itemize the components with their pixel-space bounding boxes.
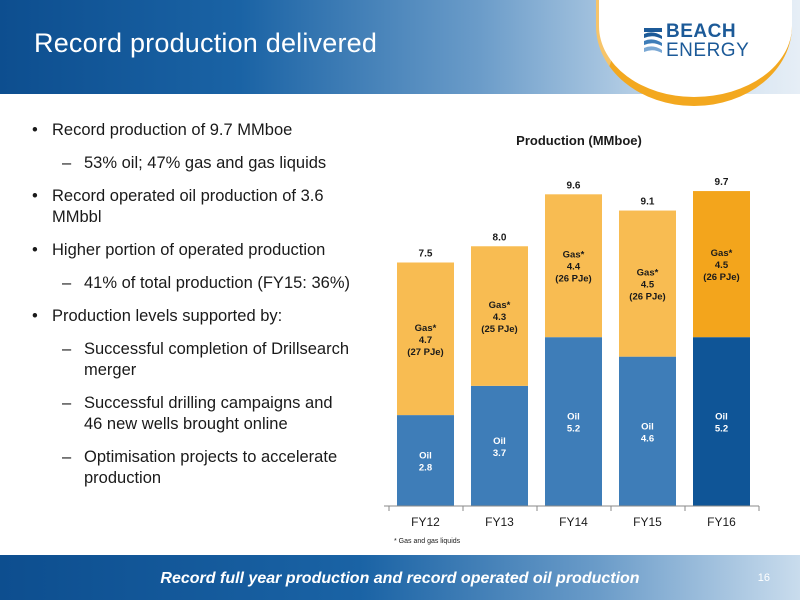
bullet-item: Record operated oil production of 3.6 MM… xyxy=(30,186,370,228)
bullet-item: Record production of 9.7 MMboe xyxy=(30,120,370,141)
sub-bullet-item: 41% of total production (FY15: 36%) xyxy=(30,273,370,294)
page-number: 16 xyxy=(757,572,770,584)
oil-data-label: 5.2 xyxy=(715,424,728,435)
x-tick-label-fy15: FY15 xyxy=(633,515,662,529)
company-logo: BEACH ENERGY xyxy=(642,22,752,62)
oil-data-label: Oil xyxy=(715,412,728,423)
footer-tagline: Record full year production and record o… xyxy=(160,570,640,587)
oil-data-label: Oil xyxy=(419,451,432,462)
gas-data-label: Gas* xyxy=(637,268,659,279)
oil-data-label: Oil xyxy=(641,421,654,432)
total-label-fy12: 7.5 xyxy=(419,248,433,259)
gas-data-label: (26 PJe) xyxy=(703,272,739,283)
bar-oil-fy15 xyxy=(619,356,676,506)
x-tick-label-fy14: FY14 xyxy=(559,515,588,529)
footer-bar: Record full year production and record o… xyxy=(0,555,800,600)
oil-data-label: 4.6 xyxy=(641,433,654,444)
gas-data-label: (27 PJe) xyxy=(407,347,443,358)
bar-oil-fy12 xyxy=(397,415,454,506)
gas-data-label: 4.7 xyxy=(419,335,432,346)
x-tick-label-fy13: FY13 xyxy=(485,515,514,529)
header-bar: Record production delivered BEACH ENERGY xyxy=(0,0,800,106)
total-label-fy16: 9.7 xyxy=(715,177,729,188)
bar-oil-fy14 xyxy=(545,337,602,506)
x-tick-label-fy12: FY12 xyxy=(411,515,440,529)
oil-data-label: Oil xyxy=(567,412,580,423)
chart-footnote: * Gas and gas liquids xyxy=(394,538,461,545)
logo-text-line2: ENERGY xyxy=(666,40,750,61)
logo-text-line1: BEACH xyxy=(666,21,737,42)
bullet-list: Record production of 9.7 MMboe 53% oil; … xyxy=(30,120,370,501)
bullet-item: Higher portion of operated production xyxy=(30,240,370,261)
sub-bullet-item: Optimisation projects to accelerate prod… xyxy=(30,447,370,489)
total-label-fy15: 9.1 xyxy=(641,197,655,208)
gas-data-label: Gas* xyxy=(563,250,585,261)
sub-bullet-item: Successful drilling campaigns and 46 new… xyxy=(30,393,370,435)
bar-gas-fy15 xyxy=(619,210,676,357)
gas-data-label: (26 PJe) xyxy=(629,292,665,303)
oil-data-label: 2.8 xyxy=(419,463,432,474)
bar-gas-fy13 xyxy=(471,246,528,386)
page-title: Record production delivered xyxy=(34,28,378,58)
gas-data-label: 4.5 xyxy=(641,280,655,291)
sub-bullet-item: 53% oil; 47% gas and gas liquids xyxy=(30,153,370,174)
gas-data-label: (25 PJe) xyxy=(481,324,517,335)
gas-data-label: Gas* xyxy=(489,300,511,311)
gas-data-label: Gas* xyxy=(711,248,733,259)
gas-data-label: 4.4 xyxy=(567,262,581,273)
bar-gas-fy14 xyxy=(545,194,602,338)
oil-data-label: 3.7 xyxy=(493,448,506,459)
oil-data-label: 5.2 xyxy=(567,424,580,435)
bullet-item: Production levels supported by: xyxy=(30,306,370,327)
x-tick-label-fy16: FY16 xyxy=(707,515,736,529)
bar-gas-fy16 xyxy=(693,191,750,338)
bar-oil-fy16 xyxy=(693,337,750,506)
bar-oil-fy13 xyxy=(471,385,528,506)
gas-data-label: 4.5 xyxy=(715,260,729,271)
chart-title: Production (MMboe) xyxy=(516,133,642,148)
sub-bullet-item: Successful completion of Drillsearch mer… xyxy=(30,339,370,381)
bar-gas-fy12 xyxy=(397,262,454,416)
total-label-fy13: 8.0 xyxy=(493,232,507,243)
oil-data-label: Oil xyxy=(493,436,506,447)
total-label-fy14: 9.6 xyxy=(567,180,581,191)
gas-data-label: Gas* xyxy=(415,323,437,334)
gas-data-label: 4.3 xyxy=(493,312,506,323)
beach-energy-logo-icon xyxy=(644,28,662,53)
gas-data-label: (26 PJe) xyxy=(555,274,591,285)
